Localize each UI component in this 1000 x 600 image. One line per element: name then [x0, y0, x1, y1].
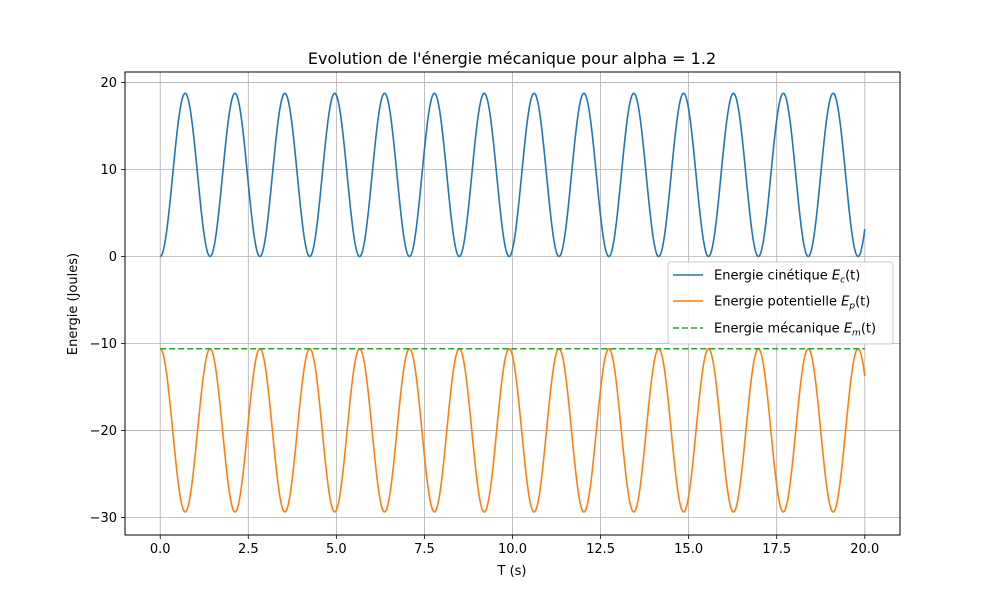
legend: Energie cinétique Ec(t)Energie potentiel…	[667, 261, 894, 345]
y-tick-label: −30	[90, 511, 117, 526]
series-lines	[160, 92, 866, 513]
y-axis-label: Energie (Joules)	[66, 253, 81, 355]
x-tick-label: 5.0	[326, 542, 347, 557]
legend-mechanical-arg: (t)	[861, 322, 876, 337]
x-tick-label: 15.0	[674, 542, 703, 557]
x-tick-label: 12.5	[586, 542, 615, 557]
y-tick-label: 20	[100, 76, 117, 91]
chart-title: Evolution de l'énergie mécanique pour al…	[308, 49, 716, 68]
x-tick-label: 10.0	[498, 542, 527, 557]
x-tick-label: 0.0	[150, 542, 171, 557]
legend-mechanical-symbol: E	[844, 322, 853, 337]
legend-mechanical-label: Energie mécanique Em(t)	[714, 322, 876, 339]
y-tick-label: 0	[109, 250, 117, 265]
legend-kinetic-name: Energie cinétique	[714, 269, 832, 284]
x-tick-label: 2.5	[238, 542, 259, 557]
legend-potential-subscript: p	[848, 302, 855, 312]
legend-box	[667, 261, 894, 345]
legend-potential-symbol: E	[841, 295, 850, 310]
kinetic-energy-line	[160, 92, 866, 258]
y-tick-label: 10	[100, 163, 117, 178]
x-tick-label: 20.0	[850, 542, 879, 557]
legend-kinetic-symbol: E	[832, 269, 841, 284]
axis-ticks: 0.0 2.5 5.0 7.5 10.0 12.5 15.0 17.5 20.0 20 10 0 −10…	[90, 76, 880, 557]
y-tick-label: −20	[90, 424, 117, 439]
legend-kinetic-label: Energie cinétique Ec(t)	[714, 269, 860, 286]
y-tick-label: −10	[90, 337, 117, 352]
x-tick-label: 17.5	[762, 542, 791, 557]
legend-potential-arg: (t)	[855, 295, 870, 310]
legend-mechanical-subscript: m	[852, 329, 861, 339]
legend-mechanical-name: Energie mécanique	[714, 322, 844, 337]
legend-kinetic-arg: (t)	[845, 269, 860, 284]
potential-energy-line	[160, 347, 866, 513]
x-axis-label: T (s)	[497, 564, 527, 579]
legend-potential-name: Energie potentielle	[714, 295, 841, 310]
x-tick-label: 7.5	[414, 542, 435, 557]
legend-potential-label: Energie potentielle Ep(t)	[714, 295, 870, 312]
legend-kinetic-subscript: c	[840, 276, 845, 286]
